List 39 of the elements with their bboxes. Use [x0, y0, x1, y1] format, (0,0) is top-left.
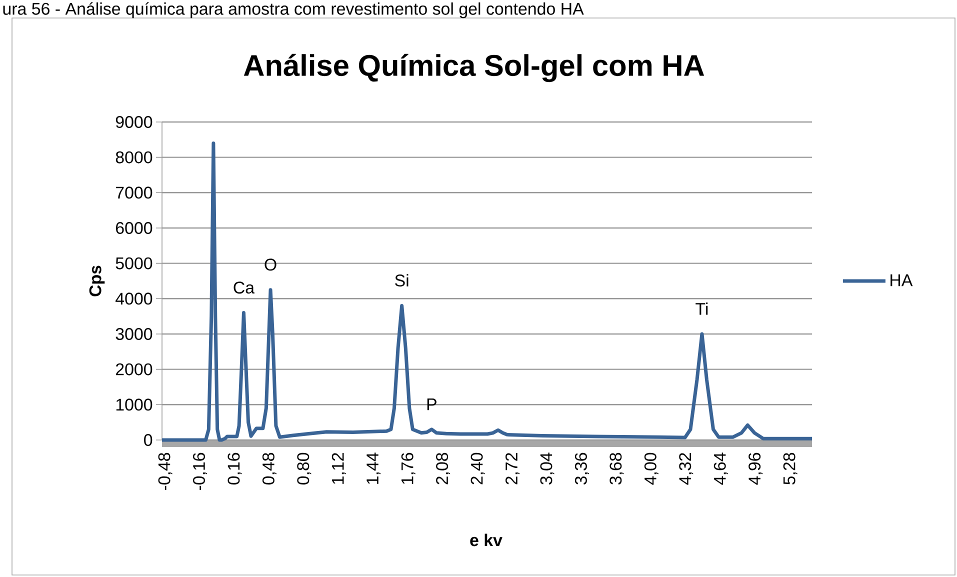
y-tick-label: 5000	[116, 257, 152, 270]
y-tick-label: 2000	[116, 363, 152, 376]
x-tick-label: 3,04	[540, 452, 554, 485]
y-axis-title: Cps	[89, 266, 105, 296]
x-tick-label: 3,36	[574, 452, 589, 485]
y-tick-label: 8000	[116, 151, 152, 164]
x-tick-label: 4,32	[679, 453, 694, 485]
annotation: Si	[395, 274, 408, 287]
y-tick-label: 4000	[116, 292, 152, 305]
annotation: O	[264, 258, 276, 271]
x-tick-label: 0,48	[262, 452, 276, 484]
annotation: Ti	[696, 302, 708, 315]
x-tick-label: 5,28	[783, 452, 798, 484]
y-tick-label: 3000	[116, 328, 152, 340]
x-tick-label: 2,08	[436, 452, 450, 484]
y-tick-label: 7000	[116, 186, 152, 199]
x-axis-title: e kv	[470, 534, 502, 546]
x-tick-label: 1,76	[401, 452, 416, 484]
x-tick-label: 4,00	[644, 452, 658, 485]
x-tick-label: 4,64	[714, 452, 728, 485]
x-tick-label: -0,48	[158, 452, 172, 490]
x-tick-label: 1,44	[366, 452, 381, 484]
x-tick-label: -0,16	[192, 452, 207, 490]
x-tick-label: 1,12	[332, 453, 346, 484]
y-tick-label: 6000	[116, 222, 152, 234]
y-tick-label: 0	[144, 434, 152, 446]
text: ura 56 - Análise química para amostra com revestimento sol gel contendo HA	[3, 2, 584, 18]
x-tick-label: 2,40	[470, 452, 485, 484]
chart-title: Análise Química Sol-gel com HA	[244, 54, 704, 82]
x-tick-label: 0,16	[228, 452, 242, 484]
annotation: P	[427, 398, 436, 410]
x-tick-label: 2,72	[506, 453, 520, 484]
x-tick-label: 4,96	[748, 452, 763, 485]
annotation: Ca	[234, 282, 255, 294]
y-tick-label: 9000	[116, 116, 152, 128]
legend-label: HA	[890, 274, 913, 286]
y-tick-label: 1000	[116, 398, 152, 411]
x-tick-label: 0,80	[297, 452, 312, 484]
x-tick-label: 3,68	[610, 452, 624, 485]
